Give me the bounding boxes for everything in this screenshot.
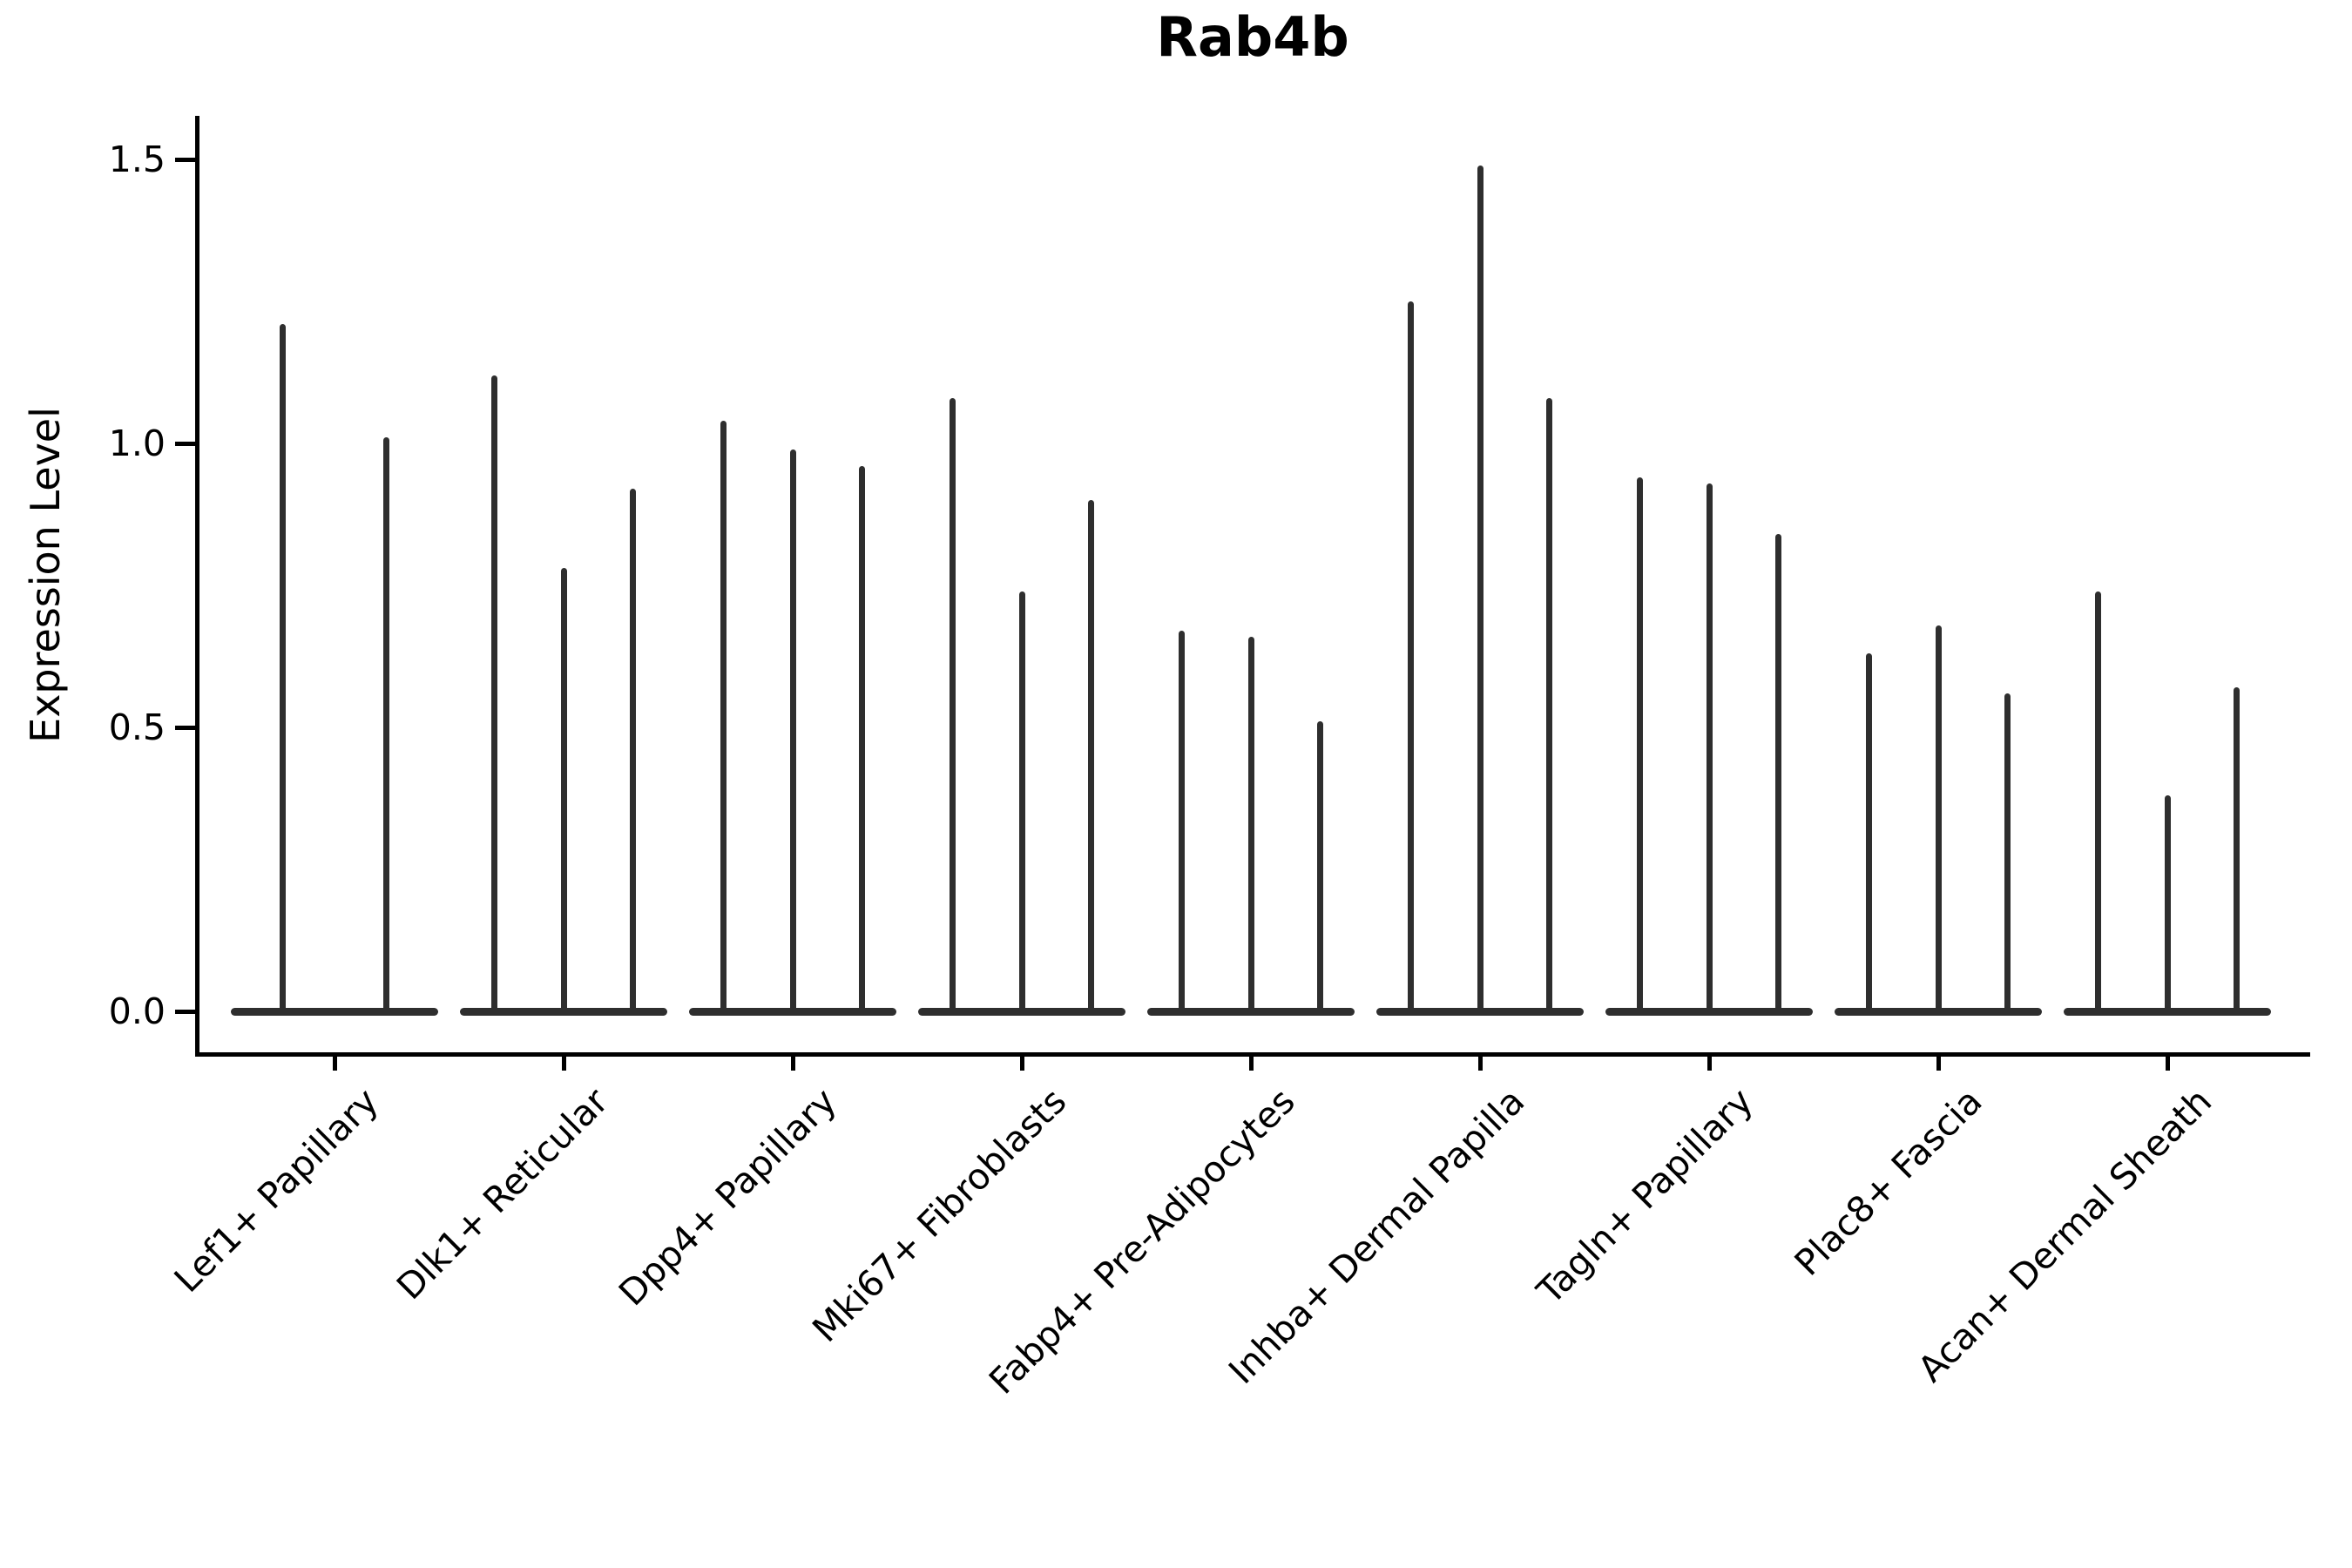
violin-spike	[2233, 687, 2240, 1015]
x-tick-label: Mki67+ Fibroblasts	[803, 1080, 1074, 1351]
violin-spike	[858, 466, 865, 1015]
x-tick-label: Tagln+ Papillary	[1529, 1080, 1761, 1313]
x-tick-label: Dpp4+ Papillary	[611, 1080, 845, 1315]
x-tick-label: Dlk1+ Reticular	[388, 1080, 616, 1308]
chart-title: Rab4b	[1156, 5, 1349, 69]
violin-spike	[1545, 398, 1552, 1015]
violin-spike	[720, 421, 727, 1015]
y-tick-label: 0.5	[108, 706, 166, 748]
y-axis-spine	[195, 116, 199, 1057]
violin-spike	[2004, 693, 2011, 1015]
violin-spike	[2095, 591, 2102, 1015]
violin-spike	[1935, 625, 1942, 1015]
y-axis-tick	[175, 1009, 195, 1014]
violin-spike	[1706, 483, 1713, 1015]
x-tick-label: Lef1+ Papillary	[166, 1080, 387, 1301]
x-axis-tick	[1019, 1057, 1024, 1071]
violin-spike	[1774, 534, 1781, 1015]
violin-spike	[2164, 795, 2171, 1015]
violin-spike	[1179, 631, 1186, 1015]
violin-spike	[280, 324, 286, 1015]
x-axis-tick	[1936, 1057, 1941, 1071]
x-axis-tick	[2165, 1057, 2170, 1071]
x-axis-tick	[1477, 1057, 1483, 1071]
violin-group-baseline	[231, 1008, 438, 1016]
x-axis-spine	[195, 1052, 2310, 1057]
x-axis-tick	[790, 1057, 795, 1071]
violin-spike	[383, 437, 389, 1015]
violin-spike	[560, 568, 567, 1015]
violin-spike	[629, 489, 636, 1015]
y-tick-label: 0.0	[108, 990, 166, 1032]
violin-spike	[950, 398, 956, 1015]
violin-spike	[1637, 477, 1644, 1015]
x-axis-tick	[1248, 1057, 1254, 1071]
violin-spike	[1018, 591, 1025, 1015]
x-axis-tick	[1707, 1057, 1712, 1071]
violin-spike	[1087, 500, 1094, 1015]
x-axis-tick	[332, 1057, 337, 1071]
y-tick-label: 1.0	[108, 422, 166, 464]
violin-spike	[1477, 166, 1484, 1015]
y-axis-tick	[175, 157, 195, 162]
y-tick-label: 1.5	[108, 139, 166, 180]
violin-spike	[1247, 637, 1254, 1015]
violin-spike	[789, 449, 796, 1015]
x-tick-label: Plac8+ Fascia	[1787, 1080, 1990, 1284]
violin-spike	[1316, 721, 1323, 1015]
violin-spike	[1408, 301, 1415, 1015]
violin-spike	[1866, 653, 1873, 1015]
y-axis-tick	[175, 441, 195, 446]
violin-spike	[491, 375, 498, 1015]
y-axis-tick	[175, 725, 195, 730]
x-axis-tick	[561, 1057, 566, 1071]
